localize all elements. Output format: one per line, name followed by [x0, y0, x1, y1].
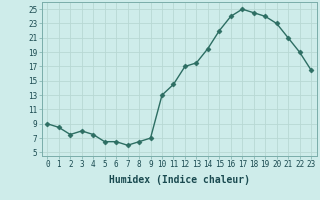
- X-axis label: Humidex (Indice chaleur): Humidex (Indice chaleur): [109, 175, 250, 185]
